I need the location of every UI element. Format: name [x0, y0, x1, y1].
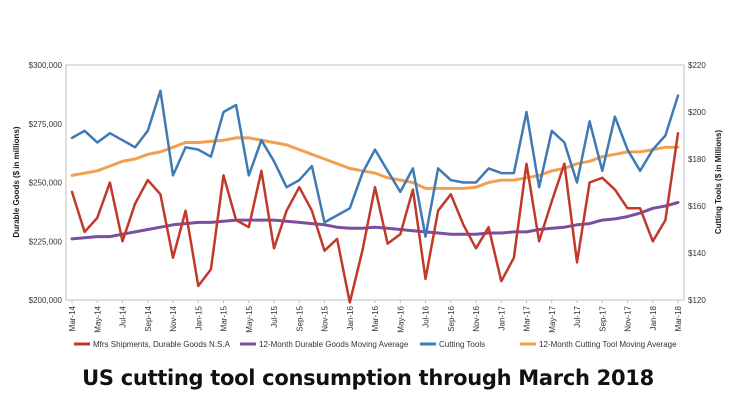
x-tick-label: May-16 — [396, 305, 405, 332]
series-line — [70, 89, 680, 238]
series-line — [70, 131, 680, 304]
x-tick-label: Jan-16 — [346, 305, 355, 330]
x-tick-label: Jul-14 — [119, 305, 128, 327]
y-right-tick-label: $160 — [688, 202, 706, 211]
x-tick-label: Jan-15 — [194, 305, 203, 330]
x-tick-label: May-17 — [548, 305, 557, 332]
y-left-tick-label: $200,000 — [29, 296, 63, 305]
y-left-tick-label: $250,000 — [29, 179, 63, 188]
x-tick-label: Nov-16 — [472, 305, 481, 331]
legend-label: 12-Month Cutting Tool Moving Average — [539, 340, 677, 349]
x-tick-label: Mar-14 — [68, 305, 77, 331]
y-left-tick-label: $300,000 — [29, 61, 63, 70]
y-right-tick-label: $200 — [688, 108, 706, 117]
x-tick-label: Nov-14 — [169, 305, 178, 331]
y-axis-right-title: Cutting Tools ($ in Millions) — [714, 130, 723, 235]
x-tick-label: Jul-15 — [270, 305, 279, 327]
x-tick-label: Mar-15 — [220, 305, 229, 331]
x-tick-label: May-14 — [93, 305, 102, 332]
x-tick-label: Mar-18 — [674, 305, 683, 331]
series-line — [70, 136, 680, 190]
legend-label: Mfrs Shipments, Durable Goods N.S.A — [93, 340, 231, 349]
legend-label: Cutting Tools — [439, 340, 485, 349]
chart: $200,000 $225,000 $250,000 $275,000 $300,000… — [12, 61, 723, 349]
y-right-tick-label: $120 — [688, 296, 706, 305]
x-tick-label: May-15 — [245, 305, 254, 332]
x-tick-label: Jul-17 — [573, 305, 582, 327]
y-axis-left-title: Durable Goods ($ in millions) — [12, 126, 21, 237]
series-line — [70, 201, 680, 241]
x-tick-label: Sep-14 — [144, 305, 153, 331]
legend-label: 12-Month Durable Goods Moving Average — [259, 340, 409, 349]
y-left-tick-label: $275,000 — [29, 120, 63, 129]
x-tick-label: Sep-16 — [447, 305, 456, 331]
x-tick-label: Sep-17 — [598, 305, 607, 331]
x-tick-label: Jan-17 — [497, 305, 506, 330]
x-tick-label: Nov-15 — [321, 305, 330, 331]
y-right-tick-label: $140 — [688, 249, 706, 258]
y-right-tick-label: $220 — [688, 61, 706, 70]
x-tick-label: Sep-15 — [295, 305, 304, 331]
series-lines — [70, 89, 680, 304]
x-tick-label: Nov-17 — [624, 305, 633, 331]
left-axis-ticks: $200,000 $225,000 $250,000 $275,000 $300,000 — [29, 61, 63, 305]
x-tick-label: Mar-16 — [371, 305, 380, 331]
chart-caption: US cutting tool consumption through Marc… — [82, 366, 654, 390]
x-tick-label: Mar-17 — [523, 305, 532, 331]
x-tick-label: Jan-18 — [649, 305, 658, 330]
x-axis-ticks: Mar-14 May-14 Jul-14 Sep-14 Nov-14 Jan-15 Mar-… — [68, 300, 683, 333]
y-right-tick-label: $180 — [688, 155, 706, 164]
right-axis-ticks: $120 $140 $160 $180 $200 $220 — [688, 61, 706, 305]
x-tick-label: Jul-16 — [422, 305, 431, 327]
y-left-tick-label: $225,000 — [29, 237, 63, 246]
legend: Mfrs Shipments, Durable Goods N.S.A 12-Mo… — [74, 340, 677, 349]
